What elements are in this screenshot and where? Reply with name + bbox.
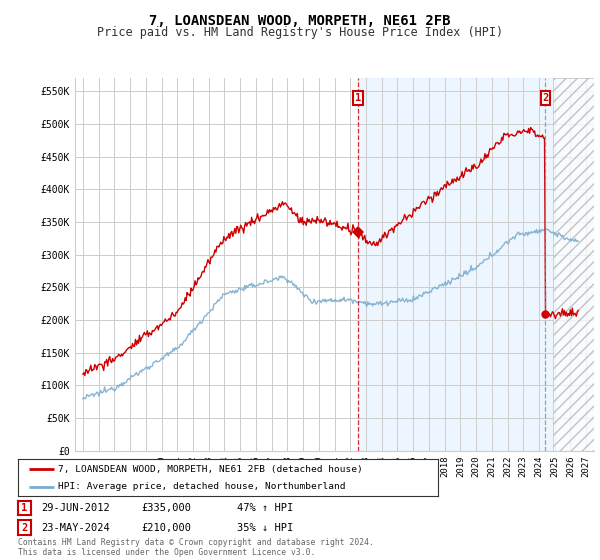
Text: 23-MAY-2024: 23-MAY-2024	[41, 522, 110, 533]
Bar	[553, 78, 594, 451]
Text: HPI: Average price, detached house, Northumberland: HPI: Average price, detached house, Nort…	[58, 482, 346, 491]
Text: 47% ↑ HPI: 47% ↑ HPI	[237, 503, 293, 513]
Text: 29-JUN-2012: 29-JUN-2012	[41, 503, 110, 513]
Text: 35% ↓ HPI: 35% ↓ HPI	[237, 522, 293, 533]
Text: 1: 1	[355, 93, 361, 103]
Text: £335,000: £335,000	[141, 503, 191, 513]
Text: £210,000: £210,000	[141, 522, 191, 533]
Text: Contains HM Land Registry data © Crown copyright and database right 2024.
This d: Contains HM Land Registry data © Crown c…	[18, 538, 374, 557]
Text: 7, LOANSDEAN WOOD, MORPETH, NE61 2FB (detached house): 7, LOANSDEAN WOOD, MORPETH, NE61 2FB (de…	[58, 465, 362, 474]
Text: 7, LOANSDEAN WOOD, MORPETH, NE61 2FB: 7, LOANSDEAN WOOD, MORPETH, NE61 2FB	[149, 14, 451, 28]
Bar	[358, 78, 594, 451]
Text: Price paid vs. HM Land Registry's House Price Index (HPI): Price paid vs. HM Land Registry's House …	[97, 26, 503, 39]
Text: 2: 2	[22, 522, 28, 533]
Text: 1: 1	[22, 503, 28, 513]
Text: 2: 2	[542, 93, 548, 103]
